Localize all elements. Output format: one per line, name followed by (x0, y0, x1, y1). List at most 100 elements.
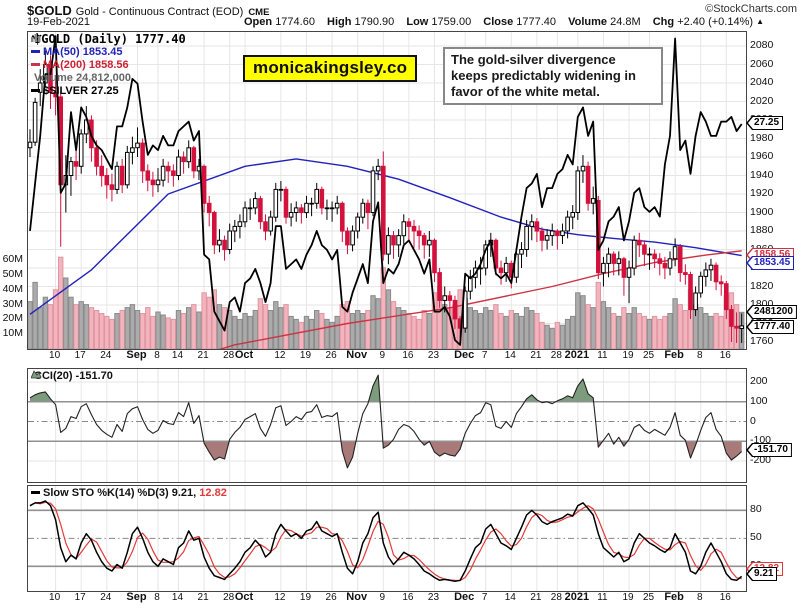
volume-bar (631, 307, 637, 349)
volume-bar (703, 313, 709, 349)
candle-body (432, 239, 437, 274)
legend-ma200: MA(200) 1858.56 (31, 59, 186, 72)
volume-bar (104, 315, 110, 349)
volume-bar (498, 313, 504, 349)
x-axis-tick: Nov (346, 349, 368, 361)
candle-body (78, 133, 84, 167)
candle-body (350, 230, 355, 246)
x-axis-tick: 14 (171, 350, 184, 361)
exchange: CME (248, 7, 270, 18)
x-axis-tick: 2021 (564, 349, 590, 361)
volume-bar (365, 310, 371, 349)
candle-body (201, 165, 207, 204)
x-axis-tick: Feb (664, 349, 684, 361)
price-marker-27.25: 27.25 (746, 116, 784, 130)
main-chart-canvas (28, 32, 746, 349)
candle-body (442, 295, 447, 301)
open-label: Open (244, 16, 273, 28)
x-axis-tick: 8 (696, 350, 703, 361)
candle-body (293, 207, 299, 213)
candle-body (329, 207, 335, 210)
volume-label: Volume (568, 16, 608, 28)
volume-tick: 30M (2, 297, 23, 310)
candle-body (160, 165, 166, 181)
legend-volume: Volume 24,812,000 (31, 34, 186, 85)
candle-body (575, 170, 581, 213)
candle-body (693, 292, 698, 311)
volume-bar (636, 313, 642, 349)
candle-body (37, 82, 43, 93)
volume-bar (467, 307, 474, 349)
x-axis-tick: 25 (642, 592, 655, 603)
candle-body (734, 325, 739, 329)
candle-body (232, 225, 238, 232)
volume-bar (155, 311, 161, 349)
volume-bar (605, 307, 612, 349)
volume-bar (523, 307, 530, 349)
volume-bar (119, 310, 125, 349)
volume-bar (293, 318, 299, 349)
candle-body (447, 295, 453, 301)
candle-body (724, 283, 729, 311)
x-axis-tick: 9 (379, 592, 386, 603)
sto-legend: Slow STO %K(14) %D(3) 9.21, 12.82 (31, 487, 227, 499)
volume-bar (380, 267, 387, 349)
gold-price-tick: 2080 (750, 39, 774, 51)
main-legend: $GOLD (Daily) 1777.40 MA(50) 1853.45 MA(… (31, 33, 186, 98)
volume-bar (344, 301, 351, 349)
candle-body (176, 156, 181, 176)
candle-body (73, 161, 79, 167)
volume-bar (139, 313, 146, 349)
candle-body (99, 165, 105, 177)
volume-bar (641, 315, 648, 349)
legend-gold: $GOLD (Daily) 1777.40 (31, 33, 186, 46)
volume-tick: 60M (2, 253, 23, 266)
x-axis-tick: 7 (481, 350, 488, 361)
volume-bar (73, 304, 79, 349)
x-axis-tick: Feb (664, 591, 684, 603)
candle-body (626, 267, 632, 278)
volume-bar (718, 315, 724, 349)
volume-bar (186, 307, 192, 349)
x-axis-tick: Sep (126, 591, 147, 603)
volume-bar (319, 313, 325, 349)
candle-body (411, 225, 417, 232)
close-label: Close (483, 16, 514, 28)
annotation-callout: The gold-silver divergence keeps predict… (443, 47, 663, 105)
volume-bar (682, 310, 689, 349)
volume-bar (651, 315, 658, 349)
volume-bar (559, 324, 566, 349)
ma200-line (218, 250, 742, 349)
candle-body (437, 272, 442, 301)
gold-price-tick: 2060 (750, 57, 774, 70)
legend-ma200-label: MA(200) 1858.56 (43, 59, 129, 71)
cci-legend: CCI(20) -151.70 (31, 370, 113, 382)
volume-bar (227, 310, 233, 349)
volume-bar (513, 313, 520, 349)
volume-bar (68, 296, 74, 349)
volume-value: 24.8M (610, 16, 641, 28)
volume-bar (370, 295, 376, 349)
candle-body (68, 161, 74, 177)
x-axis-tick: 17 (74, 592, 86, 603)
volume-bar (483, 307, 489, 349)
x-axis-tick: 28 (223, 350, 235, 361)
volume-bar (600, 301, 607, 349)
candle-body (206, 202, 212, 214)
volume-bar (288, 315, 294, 349)
legend-ma50-label: MA(50) 1853.45 (43, 46, 123, 58)
volume-bar (390, 301, 397, 349)
x-axis-tick: 26 (325, 350, 337, 361)
candle-body (524, 225, 529, 250)
candle-body (565, 216, 570, 232)
volume-bar (426, 313, 433, 349)
x-axis-tick: 9 (379, 350, 386, 361)
volume-bar (160, 314, 166, 349)
candle-body (135, 142, 140, 149)
volume-tick: 50M (2, 268, 23, 280)
candle-body (268, 216, 273, 232)
candle-body (503, 262, 509, 274)
chart-date: 19-Feb-2021 (27, 16, 90, 28)
price-marker-value: 1853.45 (748, 257, 794, 269)
ma200-line-icon (31, 63, 40, 66)
